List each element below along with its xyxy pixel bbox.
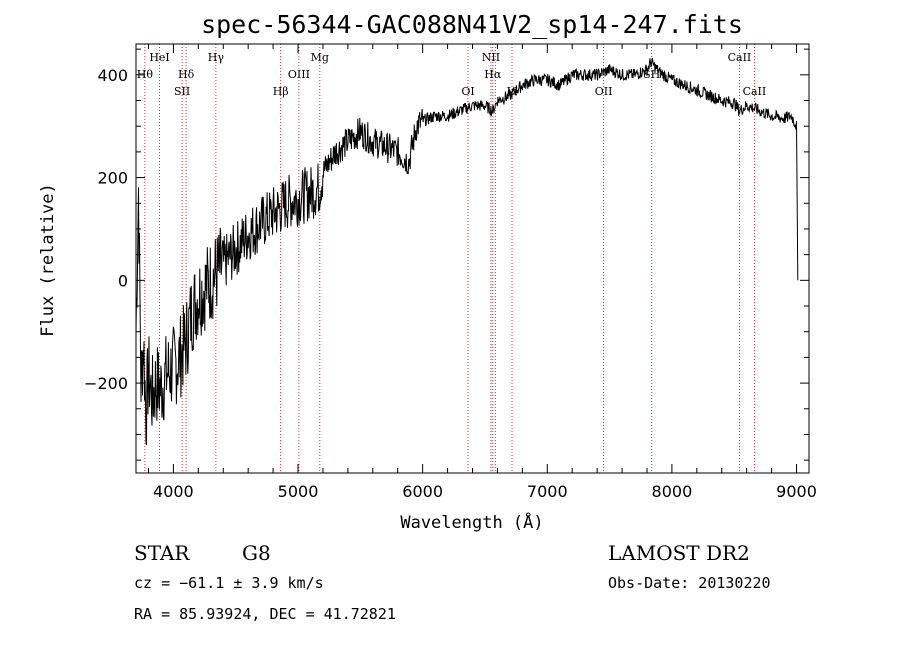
x-tick-label-9000: 9000 — [776, 482, 817, 501]
line-marker-label-5: Hβ — [273, 85, 289, 98]
coordinates: RA = 85.93924, DEC = 41.72821 — [134, 605, 396, 623]
x-axis-ticks: 4000 5000 6000 7000 8000 9000 — [147, 44, 817, 501]
y-axis-ticks: −200 0 200 400 — [84, 48, 809, 461]
line-marker-label-1: HeI — [149, 51, 169, 64]
observation-date: Obs-Date: 20130220 — [608, 574, 771, 592]
line-marker-label-13: OII — [595, 85, 613, 98]
line-marker-label-15: CaII — [728, 51, 752, 64]
x-tick-label-4000: 4000 — [153, 482, 194, 501]
x-tick-label-6000: 6000 — [402, 482, 443, 501]
y-tick-label--200: −200 — [84, 374, 128, 393]
line-marker-label-6: OIII — [288, 68, 310, 81]
x-axis-label: Wavelength (Å) — [400, 511, 543, 533]
object-subclass: G8 — [242, 541, 271, 565]
spectrum-series — [135, 58, 799, 446]
y-tick-label-0: 0 — [118, 271, 128, 290]
y-axis-label: Flux (relative) — [38, 183, 58, 337]
line-marker-label-11: Hα — [484, 68, 502, 81]
redshift-velocity: cz = −61.1 ± 3.9 km/s — [134, 574, 324, 592]
x-tick-label-7000: 7000 — [527, 482, 568, 501]
line-marker-label-0: Hθ — [137, 68, 154, 81]
x-tick-label-5000: 5000 — [278, 482, 319, 501]
chart-title: spec-56344-GAC088N41V2_sp14-247.fits — [201, 10, 743, 39]
line-marker-label-3: Hδ — [178, 68, 195, 81]
line-marker-label-7: Mg — [311, 51, 329, 64]
line-marker-label-8: OI — [461, 85, 474, 98]
spectrum-line — [135, 58, 799, 446]
line-marker-label-4: Hγ — [208, 51, 225, 64]
x-tick-label-8000: 8000 — [652, 482, 693, 501]
y-tick-label-200: 200 — [97, 169, 128, 188]
line-marker-label-16: CaII — [743, 85, 767, 98]
object-class: STAR — [134, 541, 190, 565]
y-tick-label-400: 400 — [97, 66, 128, 85]
line-marker-label-2: SII — [174, 85, 190, 98]
survey-name: LAMOST DR2 — [608, 541, 750, 565]
line-marker-label-9: NII — [482, 51, 500, 64]
